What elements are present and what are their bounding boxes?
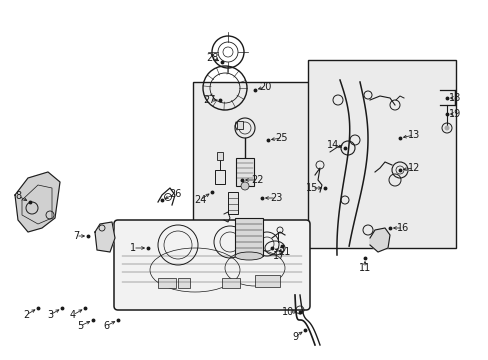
Text: 9: 9 [291, 332, 298, 342]
Bar [235, 218, 263, 256]
Text: 19: 19 [448, 109, 460, 119]
Bar [217, 152, 223, 160]
Text: 1: 1 [130, 243, 136, 253]
Text: 20: 20 [258, 82, 271, 92]
FancyBboxPatch shape [114, 220, 309, 310]
Bar [158, 278, 176, 288]
Bar [237, 121, 243, 129]
Bar [254, 275, 280, 287]
Bar [236, 158, 253, 186]
Text: 8: 8 [15, 191, 21, 201]
Text: 16: 16 [396, 223, 408, 233]
Text: 5: 5 [77, 321, 83, 331]
Text: 17: 17 [272, 251, 285, 261]
Text: 7: 7 [73, 231, 79, 241]
Polygon shape [15, 172, 60, 232]
Circle shape [444, 126, 448, 131]
Text: 14: 14 [326, 140, 339, 150]
Bar [193, 82, 310, 230]
Polygon shape [369, 228, 389, 252]
Text: 10: 10 [281, 307, 293, 317]
Bar [222, 278, 240, 288]
Text: 27: 27 [203, 95, 216, 105]
Ellipse shape [235, 252, 263, 260]
Bar [178, 278, 190, 288]
Text: 11: 11 [358, 263, 370, 273]
Text: 25: 25 [275, 133, 287, 143]
Text: 22: 22 [251, 175, 264, 185]
Text: 23: 23 [269, 193, 282, 203]
Text: 4: 4 [70, 310, 76, 320]
Text: 2: 2 [23, 310, 29, 320]
Text: 12: 12 [407, 163, 419, 173]
Text: 24: 24 [193, 195, 206, 205]
Text: 6: 6 [103, 321, 109, 331]
Text: 18: 18 [448, 93, 460, 103]
Polygon shape [95, 222, 115, 252]
Text: 15: 15 [305, 183, 318, 193]
Text: 28: 28 [205, 53, 218, 63]
Circle shape [241, 182, 248, 190]
Bar [227, 192, 238, 214]
Bar [307, 60, 455, 248]
Text: 21: 21 [277, 247, 289, 257]
Bar [215, 170, 224, 184]
Text: 13: 13 [407, 130, 419, 140]
Text: 3: 3 [47, 310, 53, 320]
Text: 26: 26 [168, 189, 181, 199]
